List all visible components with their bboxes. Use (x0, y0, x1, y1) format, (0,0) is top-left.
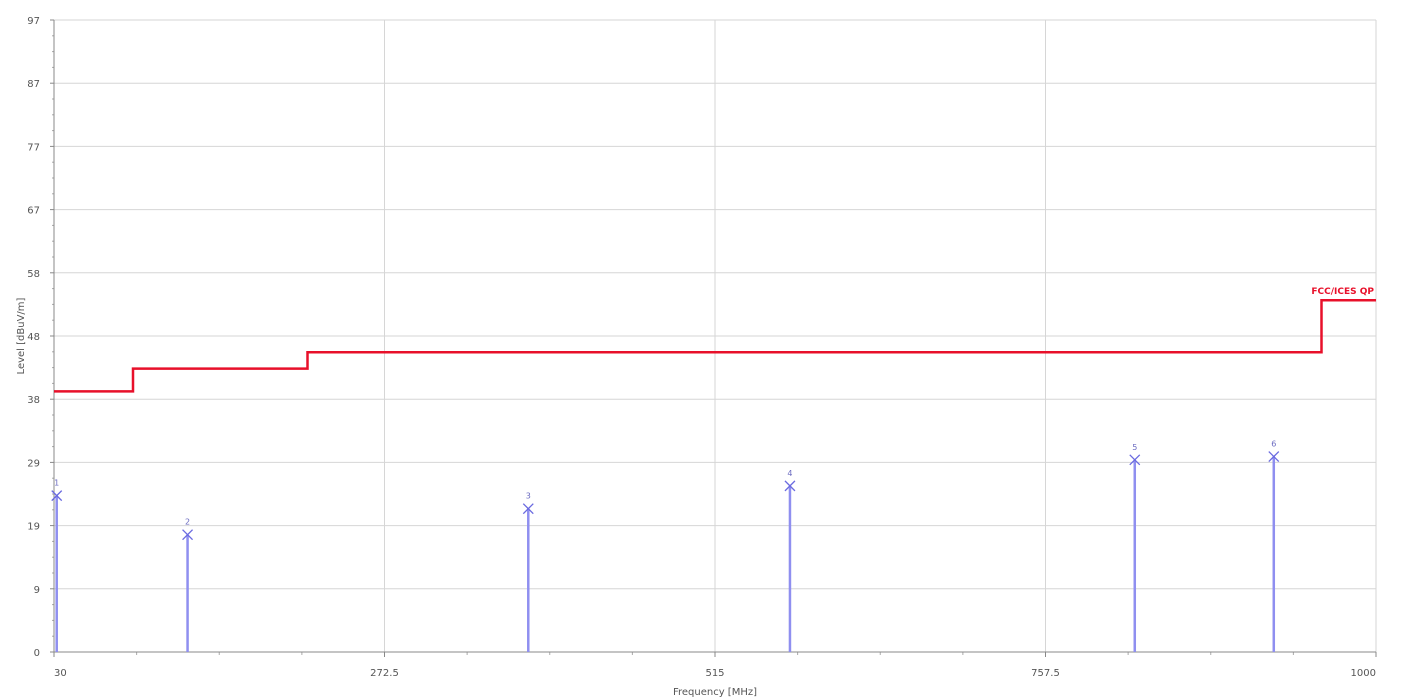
y-tick-label: 0 (34, 648, 40, 659)
peak-marker (1129, 454, 1141, 466)
limit-line: FCC/ICES QP (54, 287, 1376, 393)
y-tick-label: 77 (27, 142, 40, 153)
y-tick-label: 48 (27, 332, 40, 343)
x-tick-label: 1000 (1351, 668, 1376, 679)
y-tick-label: 9 (34, 585, 40, 596)
y-tick-label: 97 (27, 16, 40, 27)
x-tick-label: 272.5 (370, 668, 399, 679)
y-tick-label: 19 (27, 522, 40, 533)
axis-ticks: 0 9 19 29 38 48 58 67 77 87 97 30 272.5 515 757.5 1000 (27, 16, 1377, 679)
y-tick-label: 29 (27, 458, 40, 469)
x-axis-title: Frequency [MHz] (673, 687, 757, 698)
y-axis-title: Level [dBuV/m] (16, 297, 27, 374)
peak-marker (51, 490, 63, 502)
x-tick-label: 30 (54, 668, 67, 679)
peak-label: 3 (526, 492, 531, 501)
peak-marker (522, 503, 534, 515)
x-tick-label: 515 (705, 668, 724, 679)
peak-label: 5 (1132, 443, 1137, 452)
peak-label: 4 (787, 469, 792, 478)
y-tick-label: 87 (27, 79, 40, 90)
peak-label: 2 (185, 518, 190, 527)
limit-series-label: FCC/ICES QP (1311, 287, 1374, 297)
limit-series-line (54, 298, 1376, 393)
peak-label: 6 (1271, 440, 1276, 449)
y-tick-label: 58 (27, 269, 40, 280)
grid (53, 19, 1377, 653)
y-tick-label: 38 (27, 395, 40, 406)
peak-marker (182, 529, 194, 541)
x-tick-label: 757.5 (1031, 668, 1060, 679)
peak-marker (1268, 451, 1280, 462)
peak-label: 1 (54, 479, 59, 488)
peak-marker (784, 480, 796, 492)
peak-markers: 1 2 3 4 5 6 (51, 440, 1280, 652)
y-tick-label: 67 (27, 206, 40, 217)
